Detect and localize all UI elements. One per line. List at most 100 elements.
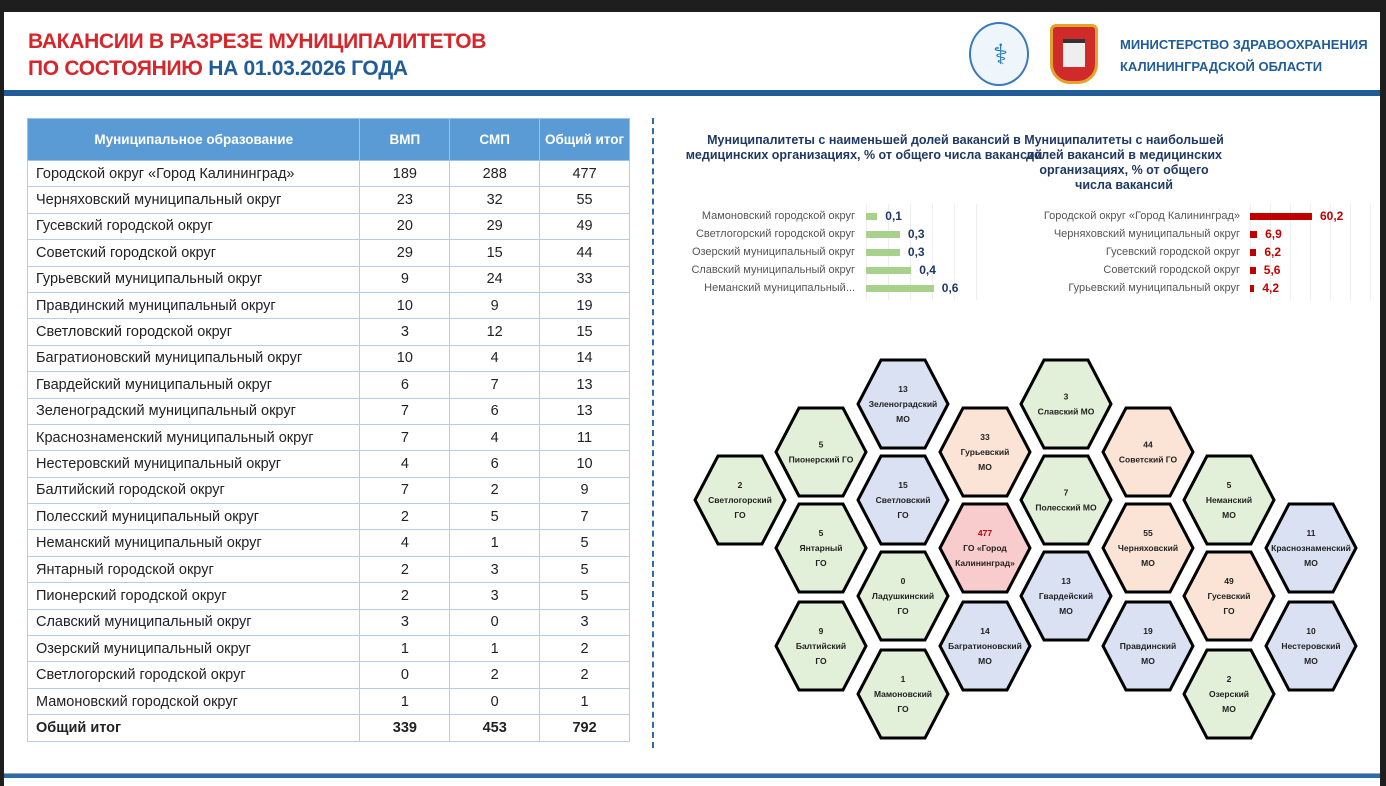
hexagon <box>1264 502 1358 594</box>
cell-vmp: 4 <box>359 450 451 478</box>
table-row: Янтарный городской округ 2 3 5 <box>26 555 630 584</box>
bar-label: Советский городской округ <box>1000 262 1240 280</box>
hex-name: ГО <box>815 656 827 666</box>
gridline <box>1270 204 1271 300</box>
bar-value-label: 6,2 <box>1264 245 1282 259</box>
hex-cell: 1 Мамоновский ГО <box>856 648 950 740</box>
cell-municipality: Советский городской округ <box>26 239 361 267</box>
category-label: Озерский муниципальный округ <box>691 246 855 258</box>
hex-name: ГО <box>815 558 827 568</box>
hexagon <box>1019 550 1113 642</box>
hex-name: Нестеровский <box>1281 641 1340 651</box>
hex-name: МО <box>896 414 910 424</box>
category-label: Советский городской округ <box>1103 264 1240 276</box>
bar-label: Неманский муниципальный... <box>615 280 855 298</box>
bar-label: Светлогорский городской округ <box>615 226 855 244</box>
bar-value-label: 0,1 <box>885 209 902 223</box>
hexagon <box>1019 358 1113 450</box>
category-label: Гусевский городской округ <box>1105 246 1240 258</box>
table-row: Зеленоградский муниципальный округ 7 6 13 <box>26 397 630 425</box>
cell-total: 15 <box>539 318 630 346</box>
hex-value: 55 <box>1143 528 1153 538</box>
cell-total: 477 <box>539 159 630 188</box>
bar <box>1250 231 1258 238</box>
hex-value: 13 <box>1061 576 1071 586</box>
cell-total: 14 <box>539 344 630 373</box>
hex-value: 13 <box>898 384 908 394</box>
hexagon <box>1019 454 1113 546</box>
hex-value: 3 <box>1064 392 1069 402</box>
hex-name: ГО <box>897 606 909 616</box>
title-date: НА 01.03.2026 ГОДА <box>208 57 408 80</box>
hex-cell: 10 Нестеровский МО <box>1264 600 1358 692</box>
hex-value: 9 <box>819 626 824 636</box>
table-row: Славский муниципальный округ 3 0 3 <box>26 608 630 637</box>
hex-value: 5 <box>1227 480 1232 490</box>
hex-name: МО <box>1141 558 1155 568</box>
hex-name: МО <box>1304 656 1318 666</box>
bar-value-label: 5,6 <box>1263 263 1281 277</box>
chart-title-lowest: Муниципалитеты с наименьшей долей ваканс… <box>685 133 1043 162</box>
hexagon <box>938 406 1032 498</box>
cell-municipality: Гусевский городской округ <box>26 212 361 241</box>
ministry-line-2: КАЛИНИНГРАДСКОЙ ОБЛАСТИ <box>1120 59 1323 74</box>
category-label: Светлогорский городской округ <box>695 228 855 240</box>
hex-name: МО <box>978 462 992 472</box>
cell-smp: 288 <box>449 159 541 188</box>
hexagon <box>856 648 950 740</box>
hex-name: Гурьевский <box>961 447 1010 457</box>
cell-smp: 12 <box>449 318 541 346</box>
cell-smp: 2 <box>449 476 541 505</box>
hex-name: Мамоновский <box>874 689 932 699</box>
bar-label: Гусевский городской округ <box>1000 244 1240 262</box>
hex-value: 15 <box>898 480 908 490</box>
cell-total: 10 <box>539 450 630 478</box>
category-label: Неманский муниципальный... <box>704 282 855 294</box>
hex-name: Советский ГО <box>1119 455 1178 465</box>
hex-value: 5 <box>819 528 824 538</box>
hex-value: 14 <box>980 626 990 636</box>
hex-name: МО <box>1141 656 1155 666</box>
cell-municipality: Городской округ «Город Калининград» <box>26 159 361 188</box>
hex-value: 1 <box>901 674 906 684</box>
hex-name: Ладушкинский <box>872 591 934 601</box>
hex-name: Багратионовский <box>948 641 1022 651</box>
hex-name: Зеленоградский <box>869 399 938 409</box>
table-row: Гвардейский муниципальный округ 6 7 13 <box>26 371 630 399</box>
cell-smp: 3 <box>449 582 541 610</box>
hex-name: Гвардейский <box>1039 591 1093 601</box>
hex-name: Калининград» <box>955 558 1015 568</box>
bar <box>1250 213 1312 220</box>
total-cell: 792 <box>539 714 630 742</box>
hex-cell: 14 Багратионовский МО <box>938 600 1032 692</box>
gridline <box>1290 204 1291 300</box>
hex-name: Озерский <box>1209 689 1249 699</box>
health-ministry-emblem-icon: ⚕ <box>969 22 1029 86</box>
cell-total: 13 <box>539 397 630 425</box>
cell-smp: 0 <box>449 608 541 637</box>
gridline <box>1330 204 1331 300</box>
bar-label: Гурьевский муниципальный округ <box>1000 280 1240 298</box>
hex-value: 2 <box>738 480 743 490</box>
hexagon <box>693 454 787 546</box>
hex-name: Полесский МО <box>1035 503 1097 513</box>
cell-total: 11 <box>539 423 630 452</box>
cell-vmp: 29 <box>359 239 451 267</box>
hexagon <box>856 550 950 642</box>
hex-value: 2 <box>1227 674 1232 684</box>
hex-cell: 5 Неманский МО <box>1182 454 1276 546</box>
table-row: Пионерский городской округ 2 3 5 <box>26 582 630 610</box>
hex-cell: 9 Балтийский ГО <box>774 600 868 692</box>
footer-bar <box>4 773 1380 778</box>
cell-smp: 4 <box>449 344 541 373</box>
hex-name: Светловский <box>876 495 931 505</box>
hex-name: Краснознаменский <box>1271 543 1351 553</box>
col-municipality: Муниципальное образование <box>26 118 361 161</box>
vacancies-table: Муниципальное образование ВМП СМП Общий … <box>26 118 630 742</box>
bar-label: Городской округ «Город Калининград» <box>1000 208 1240 226</box>
hex-name: МО <box>1304 558 1318 568</box>
cell-municipality: Балтийский городской округ <box>26 476 361 505</box>
gridline <box>954 204 955 300</box>
table-header-row: Муниципальное образование ВМП СМП Общий … <box>26 118 630 161</box>
total-cell: 453 <box>449 714 541 742</box>
